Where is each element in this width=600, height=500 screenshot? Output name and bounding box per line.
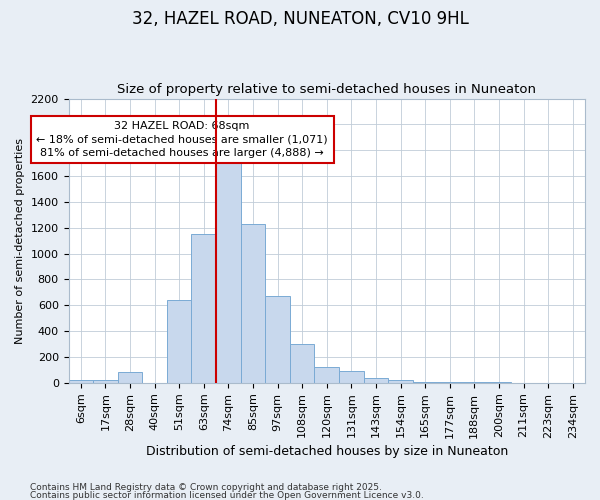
Bar [191,234,216,383]
Bar [241,224,265,383]
Bar [364,378,388,383]
Bar [68,380,93,383]
Title: Size of property relative to semi-detached houses in Nuneaton: Size of property relative to semi-detach… [117,83,536,96]
Text: Contains public sector information licensed under the Open Government Licence v3: Contains public sector information licen… [30,490,424,500]
Bar [265,296,290,383]
Bar [93,380,118,383]
Bar [437,382,462,383]
X-axis label: Distribution of semi-detached houses by size in Nuneaton: Distribution of semi-detached houses by … [146,444,508,458]
Text: 32 HAZEL ROAD: 68sqm
← 18% of semi-detached houses are smaller (1,071)
81% of se: 32 HAZEL ROAD: 68sqm ← 18% of semi-detac… [37,122,328,158]
Bar [339,371,364,383]
Text: Contains HM Land Registry data © Crown copyright and database right 2025.: Contains HM Land Registry data © Crown c… [30,484,382,492]
Bar [118,372,142,383]
Text: 32, HAZEL ROAD, NUNEATON, CV10 9HL: 32, HAZEL ROAD, NUNEATON, CV10 9HL [131,10,469,28]
Bar [462,382,487,383]
Bar [388,380,413,383]
Bar [290,344,314,383]
Bar [487,382,511,383]
Bar [216,163,241,383]
Bar [167,300,191,383]
Bar [314,368,339,383]
Bar [413,382,437,383]
Y-axis label: Number of semi-detached properties: Number of semi-detached properties [15,138,25,344]
